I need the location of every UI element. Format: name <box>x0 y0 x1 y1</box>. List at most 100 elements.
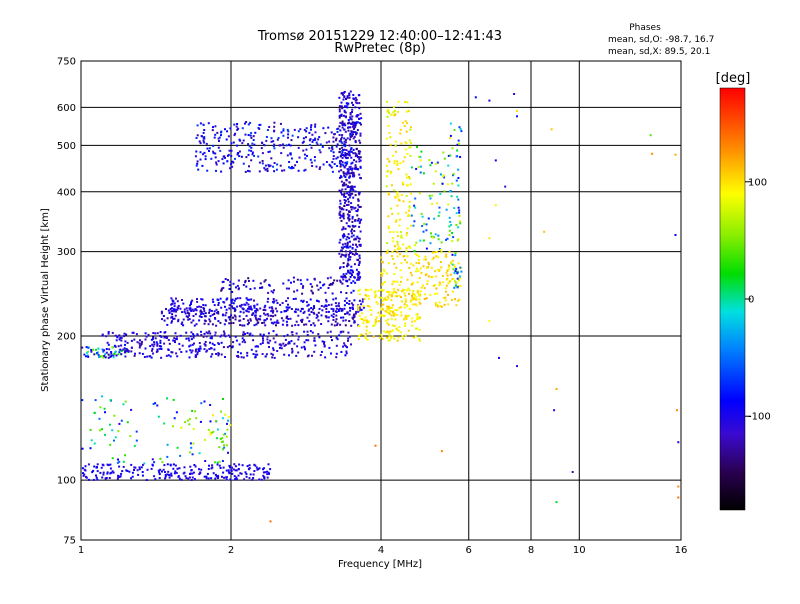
data-point <box>93 411 96 414</box>
data-point <box>349 116 352 119</box>
data-point <box>451 253 454 256</box>
data-point <box>130 350 133 353</box>
data-point <box>335 145 338 148</box>
data-point <box>220 131 222 134</box>
data-point <box>98 429 101 432</box>
data-point <box>190 310 193 312</box>
data-point <box>457 177 460 179</box>
data-point <box>457 168 460 171</box>
data-point <box>228 284 231 287</box>
data-point <box>356 129 359 132</box>
data-point <box>343 205 346 207</box>
data-point <box>358 193 361 196</box>
data-point <box>104 356 107 359</box>
data-point <box>153 475 156 478</box>
data-point <box>352 152 355 155</box>
data-point <box>411 324 414 327</box>
data-point <box>276 319 279 322</box>
data-point <box>297 130 300 133</box>
data-point <box>341 106 344 109</box>
data-point <box>352 133 354 136</box>
data-point <box>419 290 422 293</box>
data-point <box>268 346 270 348</box>
data-point <box>440 305 443 308</box>
data-point <box>101 355 103 358</box>
data-point <box>441 275 444 277</box>
data-point <box>382 268 385 271</box>
data-point <box>97 353 100 356</box>
data-point <box>402 288 405 291</box>
data-point <box>251 313 254 316</box>
data-point <box>409 128 412 131</box>
data-point <box>190 338 193 341</box>
data-point <box>225 435 228 438</box>
data-point <box>314 138 317 141</box>
data-point <box>217 299 220 301</box>
data-point <box>262 474 265 477</box>
data-point <box>450 195 453 198</box>
data-point <box>455 281 458 284</box>
data-point <box>458 209 461 212</box>
data-point <box>92 348 94 351</box>
data-point <box>214 473 217 476</box>
data-point <box>455 267 458 270</box>
data-point <box>219 321 222 324</box>
data-point <box>239 310 242 313</box>
data-point <box>151 348 154 350</box>
data-point <box>191 308 194 311</box>
data-point <box>211 298 214 301</box>
data-point <box>416 146 418 148</box>
y-tick-label: 400 <box>57 187 76 198</box>
data-point <box>330 303 333 306</box>
data-point <box>386 249 389 252</box>
data-point <box>359 245 362 247</box>
data-point <box>349 250 351 253</box>
data-point <box>253 299 255 302</box>
data-point <box>346 192 349 195</box>
data-point <box>355 238 357 241</box>
grid-lines <box>80 61 682 540</box>
data-point <box>250 159 253 162</box>
data-point <box>446 237 449 240</box>
data-point <box>229 466 231 469</box>
data-point <box>399 218 401 221</box>
data-point <box>349 258 352 261</box>
data-point <box>145 479 148 481</box>
data-point <box>268 284 271 287</box>
data-point <box>456 149 459 152</box>
data-point <box>102 350 105 353</box>
data-point <box>255 323 258 326</box>
data-point <box>451 240 454 242</box>
data-point <box>402 337 405 340</box>
data-point <box>343 344 346 347</box>
data-point <box>397 288 400 291</box>
data-point <box>234 478 237 481</box>
data-point <box>151 343 154 346</box>
data-point <box>347 198 349 201</box>
data-point <box>241 337 244 340</box>
data-point <box>167 309 170 312</box>
data-point <box>230 142 233 145</box>
data-point <box>339 165 342 168</box>
data-point <box>190 321 193 324</box>
data-point <box>299 128 302 131</box>
data-point <box>132 331 135 334</box>
data-point <box>242 331 245 334</box>
data-point <box>219 437 222 440</box>
data-point <box>351 192 354 195</box>
data-point <box>87 346 90 349</box>
data-point <box>303 153 306 156</box>
data-point <box>344 152 347 155</box>
data-point <box>291 334 294 337</box>
data-point <box>82 472 84 475</box>
data-point <box>408 206 411 209</box>
data-point <box>195 309 198 312</box>
stats-line-o: mean, sd,O: -98.7, 16.7 <box>608 35 714 45</box>
data-point <box>254 316 257 319</box>
data-point <box>398 306 401 309</box>
data-point <box>222 471 225 474</box>
data-point <box>410 299 413 302</box>
data-point <box>418 262 420 265</box>
data-point <box>387 305 390 308</box>
data-point <box>203 307 205 310</box>
